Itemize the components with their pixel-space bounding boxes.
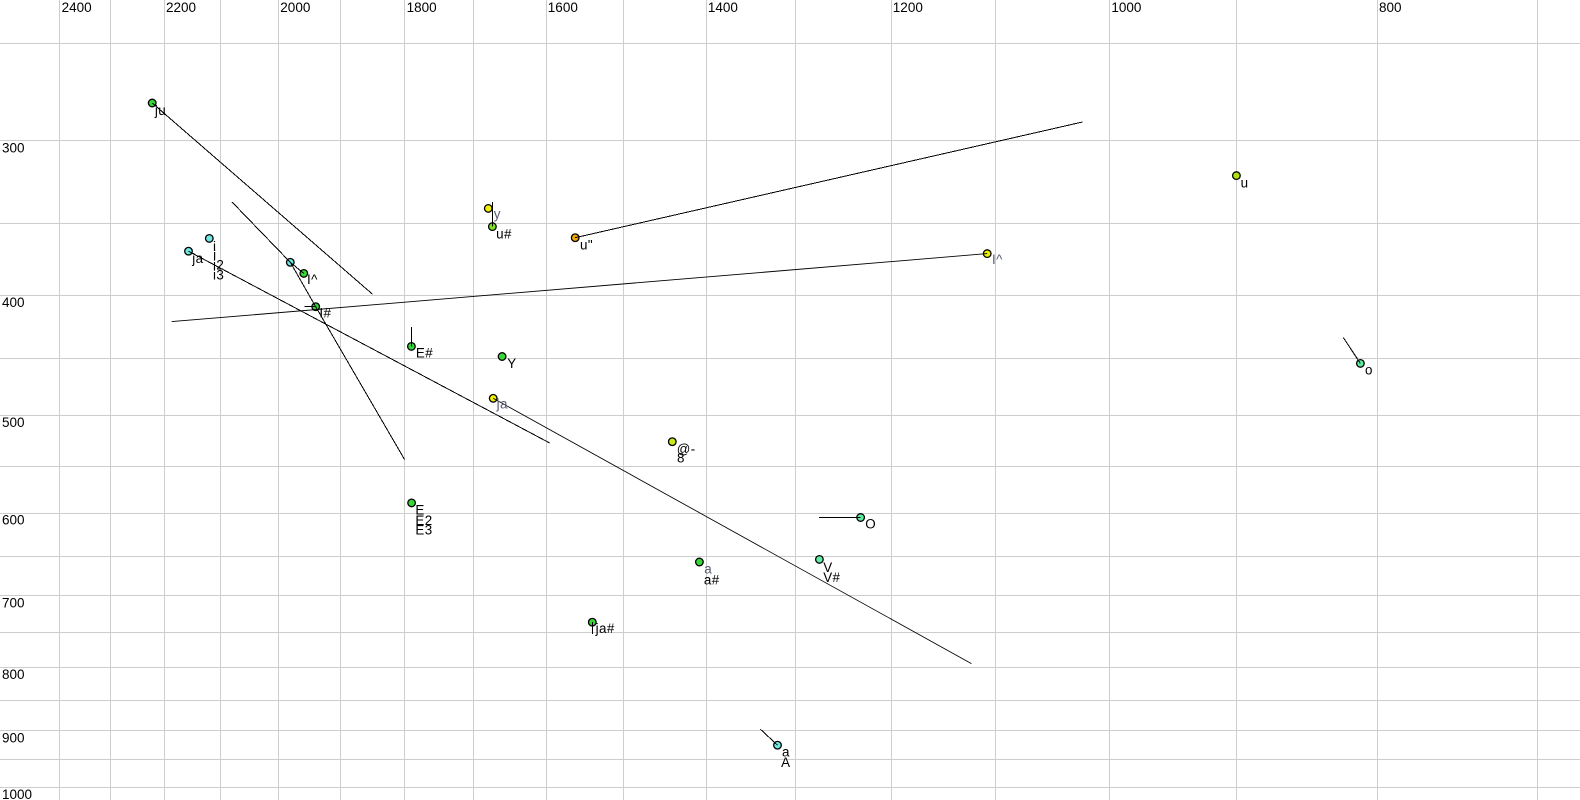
- svg-text:2000: 2000: [280, 0, 310, 15]
- svg-text:1400: 1400: [708, 0, 738, 15]
- svg-text:E2: E2: [415, 513, 432, 528]
- svg-text:E3: E3: [415, 523, 432, 538]
- svg-text:i3: i3: [213, 268, 224, 283]
- svg-text:400: 400: [2, 295, 25, 310]
- svg-text:V: V: [823, 560, 832, 575]
- svg-text:ja: ja: [496, 397, 508, 412]
- svg-text:ja: ja: [191, 251, 203, 266]
- svg-text:Y: Y: [507, 356, 516, 371]
- svg-text:u": u": [580, 238, 593, 253]
- svg-text:500: 500: [2, 415, 25, 430]
- svg-text:a: a: [782, 744, 790, 759]
- svg-text:A: A: [781, 755, 790, 770]
- svg-text:I^: I^: [992, 252, 1003, 267]
- svg-text:1000: 1000: [1111, 0, 1141, 15]
- svg-text:1600: 1600: [548, 0, 578, 15]
- svg-text:800: 800: [1379, 0, 1402, 15]
- svg-text:900: 900: [2, 730, 25, 745]
- svg-text:E#: E#: [416, 346, 433, 361]
- svg-text:2400: 2400: [62, 0, 92, 15]
- svg-text:800: 800: [2, 667, 25, 682]
- svg-text:V#: V#: [823, 570, 840, 585]
- svg-text:u#: u#: [496, 227, 512, 242]
- svg-text:8: 8: [677, 451, 685, 466]
- svg-text:a: a: [704, 562, 712, 577]
- svg-text:1000: 1000: [2, 787, 32, 800]
- svg-text:I^: I^: [307, 272, 318, 287]
- svg-text:O: O: [865, 517, 876, 532]
- svg-text:u: u: [1241, 176, 1249, 191]
- svg-text:ja#: ja#: [595, 621, 615, 636]
- svg-text:600: 600: [2, 513, 25, 528]
- svg-text:1800: 1800: [407, 0, 437, 15]
- svg-text:o: o: [1365, 363, 1373, 378]
- svg-text:y: y: [494, 207, 501, 222]
- svg-text:300: 300: [2, 141, 25, 156]
- svg-text:i: i: [213, 239, 216, 254]
- svg-text:i: i: [213, 247, 216, 262]
- svg-text:I#: I#: [319, 305, 331, 320]
- svg-text:@-: @-: [677, 441, 696, 456]
- svg-text:700: 700: [2, 596, 25, 611]
- svg-text:E: E: [415, 502, 424, 517]
- svg-text:a#: a#: [704, 572, 720, 587]
- svg-text:1200: 1200: [893, 0, 923, 15]
- svg-text:ju: ju: [154, 103, 166, 118]
- svg-text:i2: i2: [213, 257, 224, 272]
- svg-text:2200: 2200: [166, 0, 196, 15]
